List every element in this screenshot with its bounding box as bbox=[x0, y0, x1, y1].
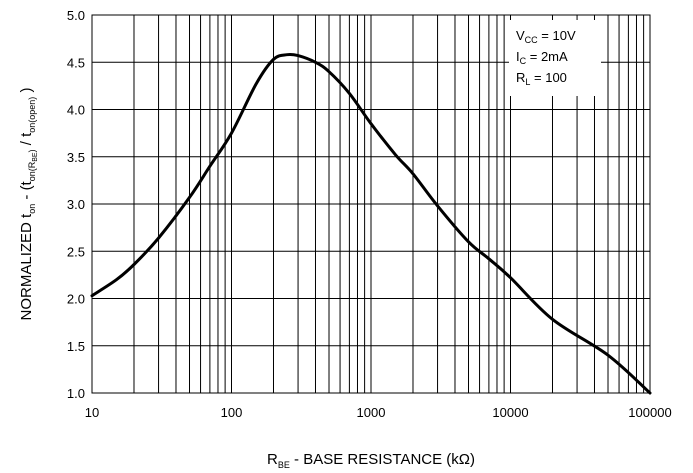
x-axis-label: RBE - BASE RESISTANCE (kΩ) bbox=[267, 451, 475, 470]
series-layer bbox=[90, 52, 652, 395]
y-tick-labels: 1.0 1.5 2.0 2.5 3.0 3.5 4.0 4.5 5.0 bbox=[67, 8, 85, 401]
y-tick-label: 3.5 bbox=[67, 150, 85, 165]
plot-frame bbox=[91, 14, 651, 394]
annotation-vcc: VCC = 10V bbox=[516, 28, 576, 45]
y-tick-label: 4.5 bbox=[67, 55, 85, 70]
y-axis-label: NORMALIZED ton - (ton(RBE) / ton(open) ) bbox=[18, 88, 39, 321]
x-tick-label: 10000 bbox=[492, 405, 528, 420]
x-tick-label: 100 bbox=[221, 405, 243, 420]
y-tick-label: 2.5 bbox=[67, 244, 85, 259]
y-tick-label: 1.5 bbox=[67, 339, 85, 354]
x-tick-label: 100000 bbox=[628, 405, 671, 420]
annotation-rl: RL = 100 bbox=[516, 70, 567, 87]
y-tick-label: 3.0 bbox=[67, 197, 85, 212]
x-tick-label: 1000 bbox=[357, 405, 386, 420]
y-tick-label: 1.0 bbox=[67, 386, 85, 401]
annotation-ic: IC = 2mA bbox=[516, 49, 568, 66]
y-tick-label: 2.0 bbox=[67, 292, 85, 307]
series-line bbox=[90, 52, 652, 395]
y-tick-label: 4.0 bbox=[67, 103, 85, 118]
x-tick-label: 10 bbox=[85, 405, 99, 420]
annotation-box bbox=[509, 20, 601, 96]
y-tick-label: 5.0 bbox=[67, 8, 85, 23]
x-tick-labels: 10 100 1000 10000 100000 bbox=[85, 405, 672, 420]
